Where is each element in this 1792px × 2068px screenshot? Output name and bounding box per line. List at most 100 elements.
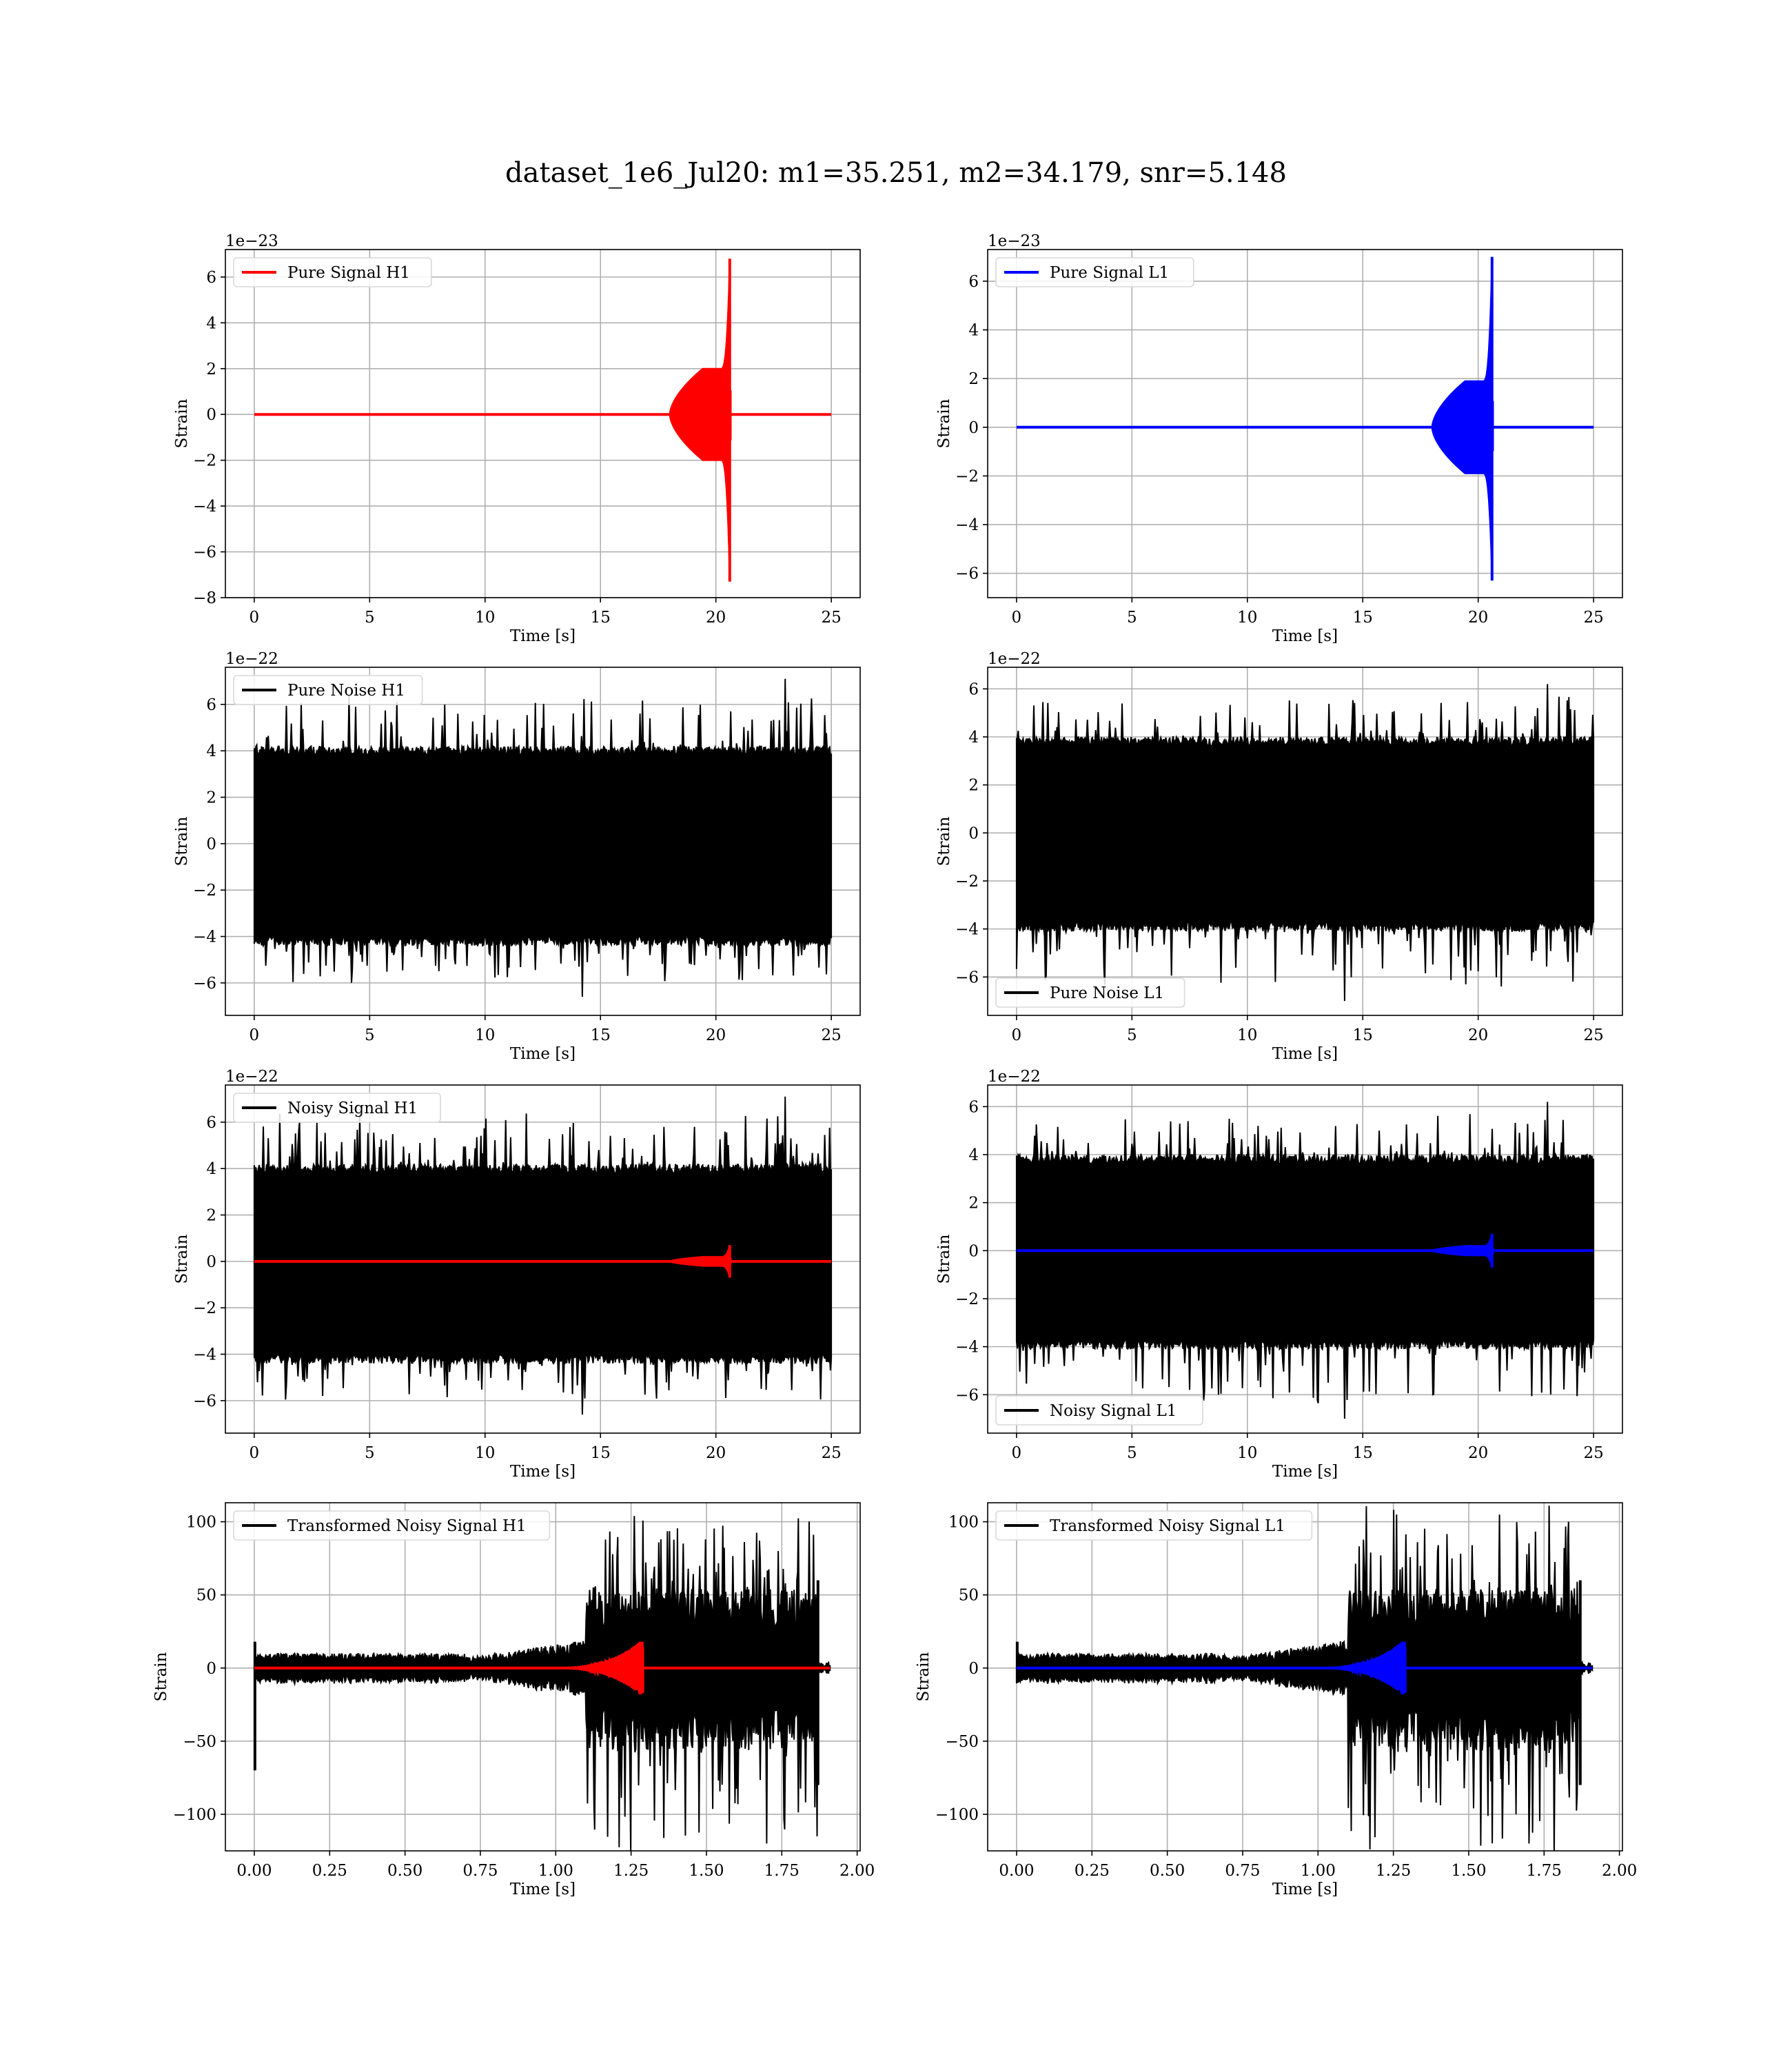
y-tick-label: 50: [959, 1587, 979, 1605]
y-tick-label: −8: [193, 589, 216, 607]
y-tick-label: −2: [955, 1290, 979, 1308]
x-tick-label: 10: [1237, 1444, 1257, 1462]
axis-offset-text: 1e−23: [988, 232, 1041, 250]
legend: Transformed Noisy Signal L1: [995, 1510, 1313, 1541]
figure-title: dataset_1e6_Jul20: m1=35.251, m2=34.179,…: [505, 157, 1287, 189]
x-tick-label: 10: [475, 1444, 495, 1462]
x-tick-label: 25: [1583, 1026, 1603, 1044]
chart-panel-transformed-noisy-signal-h1: 0.00 0.25 0.50 0.75 1.00 1.25 1.50 1.75 2.00 −100…: [152, 1502, 875, 1898]
legend-box: [233, 1093, 441, 1123]
x-tick-label: 10: [475, 1026, 495, 1044]
x-tick-label: 5: [365, 609, 375, 627]
x-tick-label: 15: [591, 1026, 611, 1044]
x-tick-label: 0: [1012, 1444, 1022, 1462]
x-tick-label: 0.00: [236, 1862, 272, 1880]
y-tick-label: −4: [955, 1339, 979, 1357]
x-tick-label: 0.50: [387, 1862, 422, 1880]
y-tick-label: 6: [968, 680, 979, 698]
x-tick-label: 15: [591, 609, 611, 627]
legend-box: [233, 257, 432, 287]
y-tick-label: 0: [968, 1660, 979, 1678]
series-transformed-noisy-signal-h1: [253, 1516, 831, 1851]
y-tick-label: −4: [193, 1346, 216, 1364]
x-tick-label: 20: [1468, 609, 1488, 627]
legend-entry-label: Pure Noise H1: [287, 682, 405, 700]
y-tick-label: 4: [968, 1146, 979, 1164]
legend-entry-label: Noisy Signal L1: [1050, 1402, 1177, 1420]
series-pure-signal-l1: [1016, 256, 1594, 581]
chart-panel-pure-noise-h1: 0 5 10 15 20 25 −6 −4 −2 0 2 4 6 Time [s] Strain 1e−22 P…: [173, 650, 861, 1063]
x-tick-label: 1.25: [1376, 1862, 1411, 1880]
chart-panel-pure-signal-l1: 0 5 10 15 20 25 −6 −4 −2 0 2 4 6 Time [s] Strain 1e−23 P…: [935, 232, 1623, 645]
y-tick-label: 0: [206, 1660, 216, 1678]
y-tick-label: 100: [186, 1514, 216, 1532]
legend: Transformed Noisy Signal H1: [233, 1510, 551, 1541]
x-tick-label: 0.25: [312, 1862, 347, 1880]
x-tick-label: 25: [1583, 1444, 1603, 1462]
series-transformed-noisy-signal-l1: [1015, 1506, 1594, 1851]
legend: Noisy Signal L1: [995, 1395, 1203, 1426]
legend-box: [995, 257, 1194, 287]
x-tick-label: 10: [1237, 609, 1257, 627]
y-tick-label: 0: [206, 835, 216, 853]
x-tick-label: 1.00: [1301, 1862, 1336, 1880]
x-tick-label: 20: [1468, 1026, 1488, 1044]
x-tick-label: 20: [1468, 1444, 1488, 1462]
chart-panel-noisy-signal-l1: 0 5 10 15 20 25 −6 −4 −2 0 2 4 6 Time [s] Strain 1e−22 N…: [935, 1068, 1623, 1481]
x-tick-label: 1.00: [538, 1862, 573, 1880]
x-tick-label: 5: [365, 1026, 375, 1044]
x-axis-label: Time [s]: [510, 1881, 576, 1898]
x-tick-label: 5: [1127, 609, 1137, 627]
y-tick-label: 0: [968, 824, 979, 842]
legend-box: [995, 1395, 1203, 1426]
y-axis-label: Strain: [935, 1234, 953, 1284]
chart-panel-pure-noise-l1: 0 5 10 15 20 25 −6 −4 −2 0 2 4 6 Time [s] Strain 1e−22 P…: [935, 650, 1623, 1063]
legend-entry-label: Noisy Signal H1: [287, 1099, 418, 1117]
x-tick-label: 25: [1583, 609, 1603, 627]
axes-frame: [987, 667, 1623, 1016]
y-tick-label: −6: [955, 1386, 979, 1404]
axis-offset-text: 1e−22: [225, 1068, 278, 1086]
y-tick-label: 6: [968, 273, 979, 291]
y-axis-label: Strain: [173, 816, 191, 866]
y-tick-label: −4: [955, 516, 979, 534]
y-tick-label: −6: [193, 544, 216, 562]
x-tick-label: 5: [1127, 1444, 1137, 1462]
axes-frame: [225, 1084, 861, 1434]
y-tick-label: −50: [945, 1733, 979, 1751]
x-tick-label: 15: [591, 1444, 611, 1462]
x-tick-label: 0: [250, 609, 260, 627]
x-tick-label: 10: [1237, 1026, 1257, 1044]
y-tick-label: −6: [955, 565, 979, 583]
x-axis-label: Time [s]: [1272, 1881, 1338, 1898]
chart-panel-noisy-signal-h1: 0 5 10 15 20 25 −6 −4 −2 0 2 4 6 Time [s] Strain 1e−22 N…: [173, 1068, 861, 1481]
legend-box: [995, 977, 1185, 1008]
x-tick-label: 15: [1353, 609, 1373, 627]
y-tick-label: 4: [206, 742, 216, 760]
x-tick-label: 1.25: [613, 1862, 649, 1880]
x-axis-label: Time [s]: [1272, 1045, 1338, 1063]
x-axis-label: Time [s]: [510, 627, 576, 645]
x-tick-label: 5: [365, 1444, 375, 1462]
y-tick-label: 4: [968, 322, 979, 340]
legend: Pure Noise L1: [995, 977, 1185, 1008]
chart-panel-pure-signal-h1: 0 5 10 15 20 25 −8 −6 −4 −2 0 2 4 6 Time [s] Strain 1e−2…: [173, 232, 861, 645]
y-tick-label: −2: [955, 873, 979, 891]
axes-frame: [987, 1502, 1623, 1852]
chart-panel-transformed-noisy-signal-l1: 0.00 0.25 0.50 0.75 1.00 1.25 1.50 1.75 2.00 −100…: [915, 1502, 1637, 1898]
y-tick-label: 2: [968, 370, 979, 388]
x-tick-label: 25: [821, 1026, 841, 1044]
x-tick-label: 1.50: [1451, 1862, 1486, 1880]
series-pure-noise-l1: [1015, 684, 1595, 1002]
x-tick-label: 0.50: [1150, 1862, 1185, 1880]
y-tick-label: −4: [193, 929, 216, 946]
y-tick-label: 2: [206, 789, 216, 807]
legend: Pure Signal H1: [233, 257, 432, 287]
y-tick-label: 50: [196, 1587, 216, 1605]
series-transformed-noisy-signal-l1-overlay: [1016, 1641, 1593, 1694]
x-tick-label: 25: [821, 609, 841, 627]
x-tick-label: 2.00: [1602, 1862, 1637, 1880]
y-tick-label: 6: [206, 1114, 216, 1132]
y-tick-label: 6: [206, 696, 216, 714]
